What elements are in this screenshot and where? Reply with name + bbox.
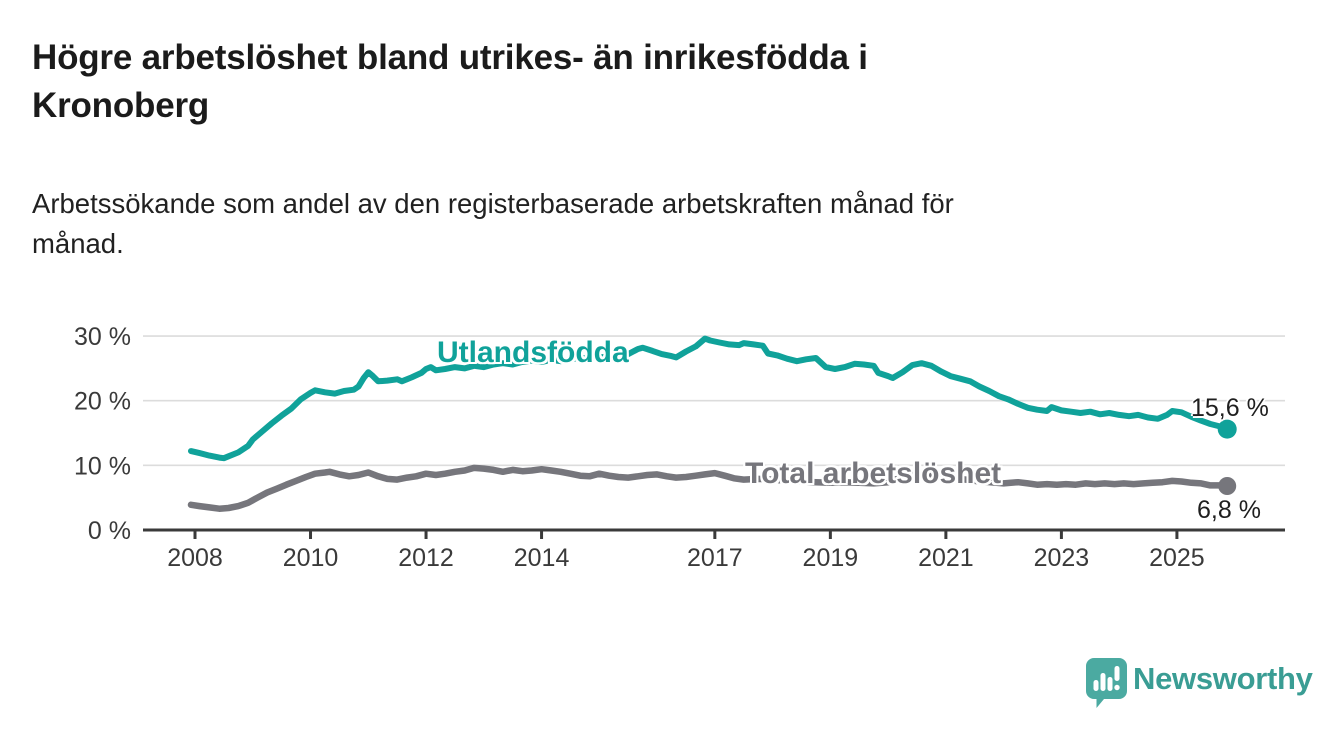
series-label-total-arbetsloshet: Total arbetslöshet (745, 457, 1002, 490)
page-title: Högre arbetslöshet bland utrikes- än inr… (32, 38, 868, 125)
brand-wordmark: Newsworthy (1133, 661, 1313, 696)
speech-bubble (1086, 658, 1127, 708)
y-axis-label-30: 30 % (74, 323, 131, 351)
logo-bar-1 (1093, 680, 1099, 691)
x-axis-label-2019: 2019 (803, 544, 859, 572)
logo-bar-3 (1107, 677, 1113, 691)
page-subtitle: Arbetssökande som andel av den registerb… (32, 188, 954, 259)
y-axis-label-10: 10 % (74, 452, 131, 480)
logo-exclamation-bar (1114, 666, 1120, 681)
value-label-total-arbetsloshet: 6,8 % (1197, 496, 1261, 524)
x-axis-label-2014: 2014 (514, 544, 570, 572)
logo-bar-2 (1100, 673, 1106, 691)
series-end-dot-0 (1217, 419, 1237, 439)
series-end-dot-1 (1218, 477, 1237, 495)
y-axis-label-0: 0 % (88, 517, 131, 545)
x-axis-label-2021: 2021 (918, 544, 974, 572)
x-axis-label-2017: 2017 (687, 544, 743, 572)
series-label-utlandsfodda: Utlandsfödda (437, 336, 629, 369)
x-axis-label-2023: 2023 (1034, 544, 1090, 572)
newsworthy-logo-icon (1086, 658, 1127, 708)
y-axis-label-20: 20 % (74, 388, 131, 416)
x-axis-label-2010: 2010 (283, 544, 339, 572)
series-line-1 (187, 464, 1231, 512)
logo-exclamation-dot (1114, 684, 1120, 691)
series-line-0 (188, 335, 1231, 462)
x-axis-label-2008: 2008 (167, 544, 223, 572)
x-axis-label-2025: 2025 (1149, 544, 1205, 572)
value-label-utlandsfodda: 15,6 % (1191, 394, 1269, 422)
x-axis-label-2012: 2012 (398, 544, 454, 572)
